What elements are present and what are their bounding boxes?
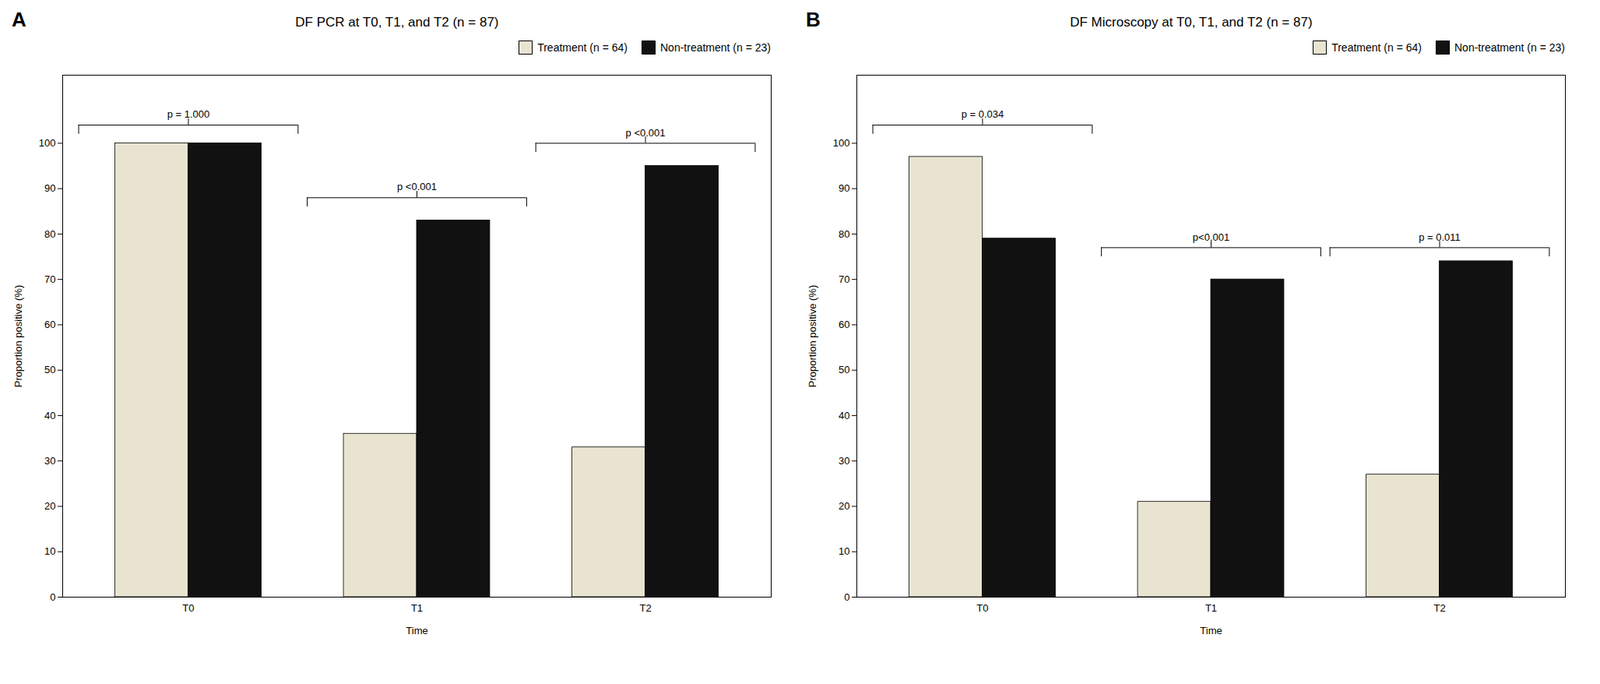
svg-text:70: 70: [838, 273, 850, 285]
svg-text:Time: Time: [405, 624, 428, 637]
svg-text:100: 100: [38, 137, 57, 149]
html-text:DF PCR at T0, T1, and T2 (n =: DF PCR at T0, T1, and T2 (n = 87): [295, 14, 499, 30]
svg-text:p<0.001: p<0.001: [1192, 231, 1230, 243]
svg-text:70: 70: [44, 273, 56, 285]
svg-text:T2: T2: [1433, 601, 1446, 614]
svg-text:60: 60: [44, 318, 56, 331]
svg-text:80: 80: [44, 228, 56, 240]
svg-text:50: 50: [44, 363, 56, 376]
svg-text:0: 0: [843, 590, 850, 603]
svg-text:30: 30: [44, 454, 56, 467]
html-text:A: A: [11, 7, 27, 32]
svg-text:T2: T2: [639, 601, 651, 614]
svg-text:T1: T1: [1205, 601, 1217, 614]
svg-text:30: 30: [838, 454, 850, 467]
svg-text:p = 0.011: p = 0.011: [1418, 231, 1461, 243]
svg-text:p <0.001: p <0.001: [397, 180, 437, 193]
svg-text:10: 10: [838, 545, 850, 557]
svg-text:p = 0.034: p = 0.034: [961, 108, 1005, 120]
svg-text:90: 90: [44, 182, 56, 194]
svg-text:p = 1.000: p = 1.000: [167, 108, 211, 120]
svg-text:100: 100: [833, 137, 851, 149]
svg-text:T0: T0: [182, 601, 194, 614]
svg-text:Time: Time: [1199, 624, 1222, 637]
svg-text:90: 90: [838, 182, 850, 194]
html-text:DF Microscopy at T0, T1, and T: DF Microscopy at T0, T1, and T2 (n = 87): [1069, 14, 1313, 30]
svg-text:20: 20: [838, 499, 850, 512]
svg-text:T1: T1: [411, 601, 423, 614]
html-text:Non-treatment (n = 23): Non-treatment (n = 23): [1454, 41, 1565, 54]
html-text:Non-treatment (n = 23): Non-treatment (n = 23): [660, 41, 771, 54]
svg-text:60: 60: [838, 318, 850, 331]
svg-text:0: 0: [49, 590, 56, 603]
svg-text:Proportion positive (%): Proportion positive (%): [806, 284, 819, 388]
svg-text:50: 50: [838, 363, 850, 376]
svg-text:p <0.001: p <0.001: [625, 126, 666, 139]
html-text:Treatment (n = 64): Treatment (n = 64): [1331, 41, 1422, 54]
svg-text:80: 80: [838, 228, 850, 240]
html-text:Treatment (n = 64): Treatment (n = 64): [537, 41, 628, 54]
html-text:B: B: [805, 7, 821, 32]
svg-text:20: 20: [44, 499, 56, 512]
svg-text:40: 40: [838, 409, 850, 422]
svg-text:40: 40: [44, 409, 56, 422]
svg-text:10: 10: [44, 545, 56, 557]
svg-text:T0: T0: [976, 601, 989, 614]
svg-text:Proportion positive (%): Proportion positive (%): [12, 284, 25, 388]
